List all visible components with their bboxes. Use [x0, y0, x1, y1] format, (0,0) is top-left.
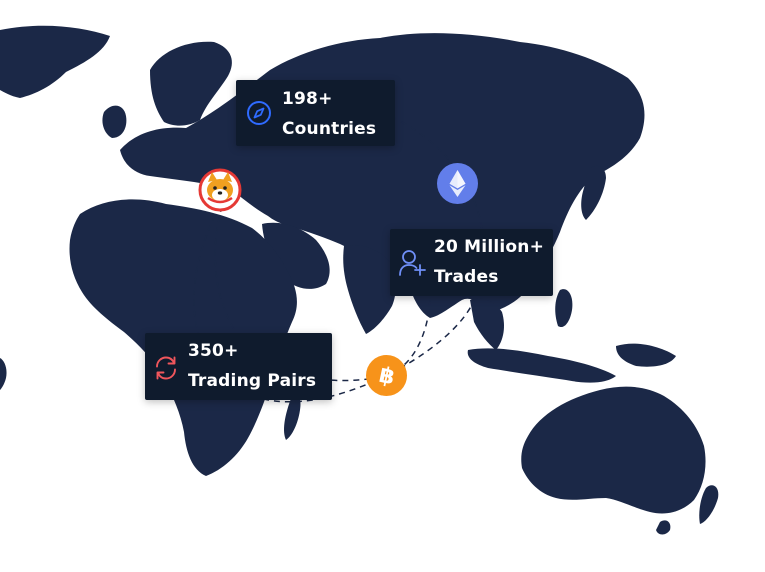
stat-text-trades: 20 Million+ Trades — [434, 232, 544, 292]
stat-value-trading-pairs: 350+ — [188, 341, 239, 361]
landmass-uk — [102, 105, 127, 138]
landmass-south-america — [0, 358, 7, 390]
stat-label-trades: Trades — [434, 267, 499, 287]
landmass-india — [343, 244, 396, 334]
landmass-scandinavia — [150, 41, 232, 126]
landmass-australia — [521, 386, 706, 514]
svg-text:฿: ฿ — [377, 363, 397, 391]
stat-card-trading-pairs: 350+ Trading Pairs — [145, 333, 332, 400]
ethereum-icon — [437, 163, 478, 204]
landmass-arabia — [262, 222, 330, 289]
user-plus-icon — [398, 232, 426, 294]
shiba-inu-icon — [198, 168, 242, 212]
stat-card-countries: 198+ Countries — [236, 80, 395, 146]
stat-text-countries: 198+ Countries — [282, 84, 376, 144]
ethereum-coin — [437, 163, 478, 204]
refresh-icon — [153, 336, 179, 400]
stat-label-trading-pairs: Trading Pairs — [188, 371, 317, 391]
landmass-new-zealand — [699, 485, 719, 524]
landmass-southeast-asia — [470, 298, 504, 350]
landmass-greenland — [0, 25, 110, 99]
stat-label-countries: Countries — [282, 119, 377, 139]
landmass-tasmania — [656, 520, 671, 535]
compass-icon — [246, 84, 272, 142]
bitcoin-icon: ฿ — [366, 355, 407, 396]
landmass-papua — [616, 343, 676, 367]
bitcoin-coin: ฿ — [366, 355, 407, 396]
landmass-philippines — [555, 289, 573, 328]
stat-value-trades: 20 Million+ — [434, 237, 545, 257]
stat-value-countries: 198+ — [282, 89, 333, 109]
landmass-madagascar — [284, 394, 301, 440]
stat-card-trades: 20 Million+ Trades — [390, 229, 553, 296]
landmass-japan — [581, 165, 606, 220]
shiba-inu-coin — [198, 168, 242, 212]
stat-text-trading-pairs: 350+ Trading Pairs — [188, 336, 316, 396]
landmass-indonesia — [467, 348, 616, 383]
